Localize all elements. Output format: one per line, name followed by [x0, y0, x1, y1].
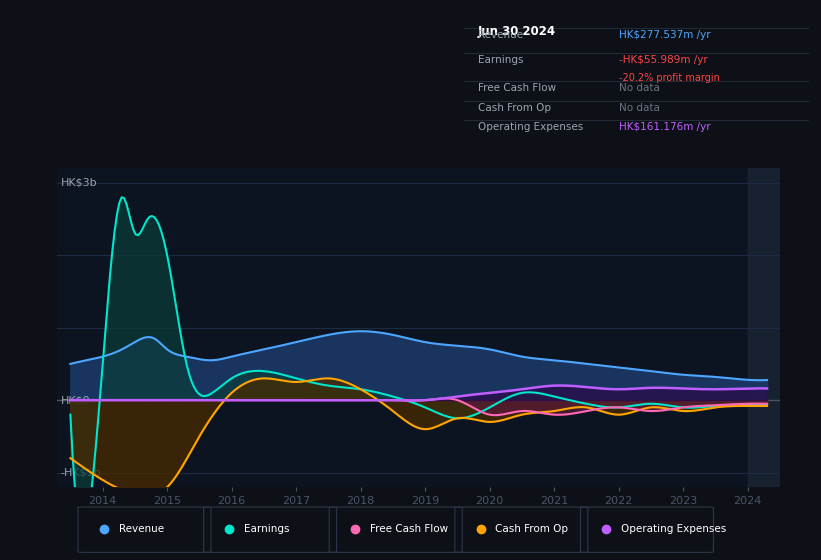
Text: Jun 30 2024: Jun 30 2024: [478, 25, 556, 38]
Text: HK$161.176m /yr: HK$161.176m /yr: [619, 123, 711, 132]
Text: No data: No data: [619, 83, 660, 93]
Text: Revenue: Revenue: [478, 30, 523, 40]
Text: Cash From Op: Cash From Op: [478, 103, 551, 113]
Text: Operating Expenses: Operating Expenses: [478, 123, 583, 132]
Text: -20.2% profit margin: -20.2% profit margin: [619, 73, 720, 83]
Text: Earnings: Earnings: [478, 55, 523, 65]
Text: Free Cash Flow: Free Cash Flow: [478, 83, 556, 93]
Text: -HK$1b: -HK$1b: [61, 468, 101, 478]
Text: HK$3b: HK$3b: [61, 178, 98, 188]
Text: Operating Expenses: Operating Expenses: [621, 524, 727, 534]
Text: No data: No data: [619, 103, 660, 113]
Text: HK$277.537m /yr: HK$277.537m /yr: [619, 30, 711, 40]
Text: Cash From Op: Cash From Op: [496, 524, 568, 534]
Text: Revenue: Revenue: [119, 524, 163, 534]
Text: Earnings: Earnings: [245, 524, 290, 534]
Text: HK$0: HK$0: [61, 395, 90, 405]
Text: -HK$55.989m /yr: -HK$55.989m /yr: [619, 55, 708, 65]
Bar: [748, 168, 780, 487]
Text: Free Cash Flow: Free Cash Flow: [369, 524, 448, 534]
